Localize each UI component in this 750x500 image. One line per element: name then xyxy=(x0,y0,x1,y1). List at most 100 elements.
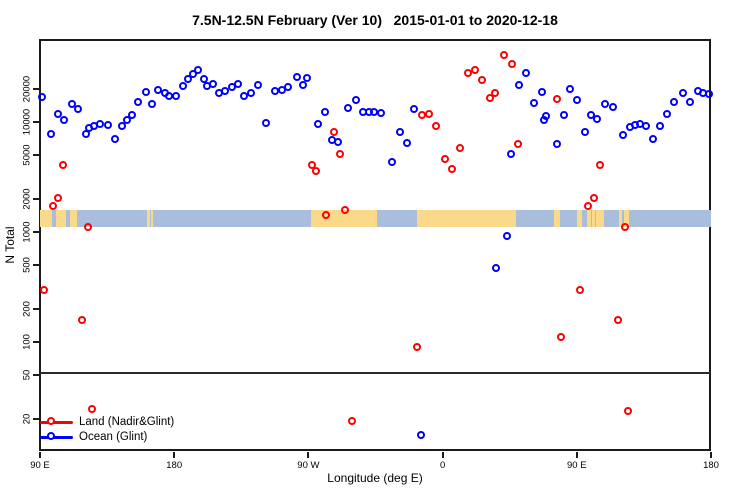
data-point xyxy=(581,128,590,137)
data-point xyxy=(284,82,293,91)
y-tick-label: 5000 xyxy=(21,144,33,166)
data-point xyxy=(54,109,63,118)
map-strip-land-segment xyxy=(55,210,67,228)
map-strip-land-segment xyxy=(147,210,150,228)
land-legend-circle-icon xyxy=(47,417,55,425)
data-point xyxy=(133,98,142,107)
data-point xyxy=(678,88,687,97)
map-strip-land-segment xyxy=(587,210,591,228)
data-point xyxy=(641,122,650,131)
data-point xyxy=(522,68,531,77)
x-tick-label: 90 E xyxy=(567,460,587,471)
data-point xyxy=(669,98,678,107)
data-point xyxy=(514,140,523,149)
map-strip-land-segment xyxy=(619,210,623,228)
data-point xyxy=(470,66,479,75)
x-tick-label: 90 W xyxy=(297,460,320,471)
x-axis-title: Longitude (deg E) xyxy=(327,471,423,485)
x-axis-tick xyxy=(307,452,310,458)
legend-label-ocean: Ocean (Glint) xyxy=(79,431,148,443)
y-axis-tick xyxy=(33,340,39,343)
data-point xyxy=(575,286,584,295)
data-point xyxy=(455,144,464,153)
data-point xyxy=(178,82,187,91)
data-point xyxy=(656,122,665,131)
map-strip-land-segment xyxy=(40,210,52,228)
data-point xyxy=(507,150,516,159)
data-point xyxy=(208,80,217,89)
data-point xyxy=(530,98,539,107)
map-strip-land-segment xyxy=(69,210,78,228)
data-point xyxy=(341,206,350,215)
data-point xyxy=(122,115,131,124)
data-point xyxy=(141,87,150,96)
data-point xyxy=(477,76,486,85)
data-point xyxy=(542,112,551,121)
data-point xyxy=(538,87,546,96)
data-point xyxy=(485,93,494,102)
y-tick-label: 10000 xyxy=(21,108,33,135)
data-point xyxy=(620,222,629,231)
y-tick-label: 2000 xyxy=(21,188,33,210)
data-point xyxy=(312,167,321,176)
y-axis-tick xyxy=(33,307,39,310)
data-point xyxy=(88,405,97,414)
chart-title: 7.5N-12.5N February (Ver 10) 2015-01-01 … xyxy=(192,12,558,28)
map-strip-land-segment xyxy=(576,210,583,228)
y-axis-tick xyxy=(33,87,39,90)
map-strip-land-segment xyxy=(554,210,560,228)
data-point xyxy=(200,75,209,84)
data-point xyxy=(48,201,57,210)
x-axis-tick xyxy=(441,452,444,458)
data-point xyxy=(344,103,353,112)
data-point xyxy=(395,127,404,136)
legend: Land (Nadir&Glint) Ocean (Glint) xyxy=(40,415,174,444)
data-point xyxy=(313,120,322,129)
data-point xyxy=(348,416,357,425)
data-point xyxy=(233,80,242,89)
data-point xyxy=(705,89,714,98)
data-point xyxy=(321,211,330,220)
y-axis-tick xyxy=(33,373,39,376)
x-tick-label: 180 xyxy=(166,460,183,471)
data-point xyxy=(553,140,562,149)
data-point xyxy=(587,110,596,119)
data-point xyxy=(303,73,312,82)
data-point xyxy=(165,91,174,100)
legend-item-ocean: Ocean (Glint) xyxy=(40,430,174,444)
data-point xyxy=(329,128,338,137)
data-point xyxy=(508,60,517,69)
data-point xyxy=(321,107,330,116)
data-point xyxy=(111,134,120,143)
y-axis-tick xyxy=(33,417,39,420)
data-point xyxy=(117,122,126,131)
data-point xyxy=(246,89,255,98)
land-series-symbol xyxy=(40,416,76,428)
data-point xyxy=(514,81,523,90)
data-point xyxy=(424,109,433,118)
data-point xyxy=(60,116,69,125)
plot-area xyxy=(39,39,711,451)
map-strip-land-segment xyxy=(596,210,605,228)
data-point xyxy=(440,155,449,164)
data-point xyxy=(335,150,344,159)
data-point xyxy=(583,201,592,210)
data-point xyxy=(127,110,136,119)
data-point xyxy=(573,95,582,104)
data-point xyxy=(559,110,568,119)
data-point xyxy=(58,160,67,169)
x-axis-tick xyxy=(173,452,176,458)
x-axis-tick xyxy=(575,452,578,458)
map-strip-land-segment xyxy=(623,210,629,228)
x-tick-label: 180 xyxy=(703,460,719,471)
y-tick-label: 500 xyxy=(21,256,33,273)
data-point xyxy=(618,130,627,139)
data-point xyxy=(184,75,193,84)
data-point xyxy=(334,137,343,146)
y-tick-label: 50 xyxy=(21,369,33,381)
data-point xyxy=(409,105,418,114)
land-legend-line xyxy=(40,420,73,424)
y-tick-label: 100 xyxy=(21,333,33,350)
data-point xyxy=(590,194,599,203)
